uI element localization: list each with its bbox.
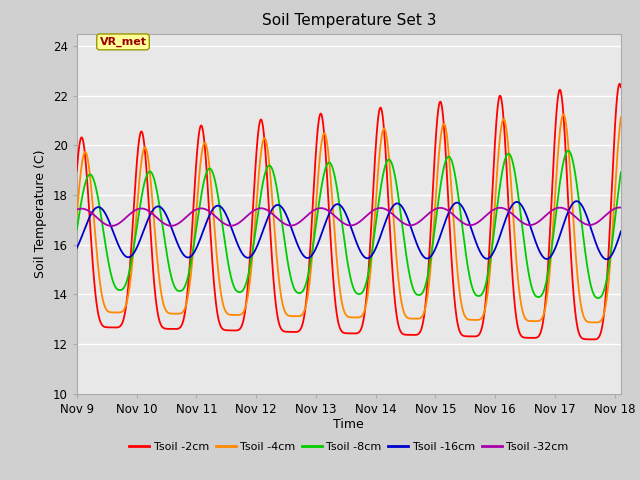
X-axis label: Time: Time — [333, 419, 364, 432]
Text: VR_met: VR_met — [99, 37, 147, 47]
Legend: Tsoil -2cm, Tsoil -4cm, Tsoil -8cm, Tsoil -16cm, Tsoil -32cm: Tsoil -2cm, Tsoil -4cm, Tsoil -8cm, Tsoi… — [125, 438, 573, 456]
Y-axis label: Soil Temperature (C): Soil Temperature (C) — [34, 149, 47, 278]
Title: Soil Temperature Set 3: Soil Temperature Set 3 — [262, 13, 436, 28]
